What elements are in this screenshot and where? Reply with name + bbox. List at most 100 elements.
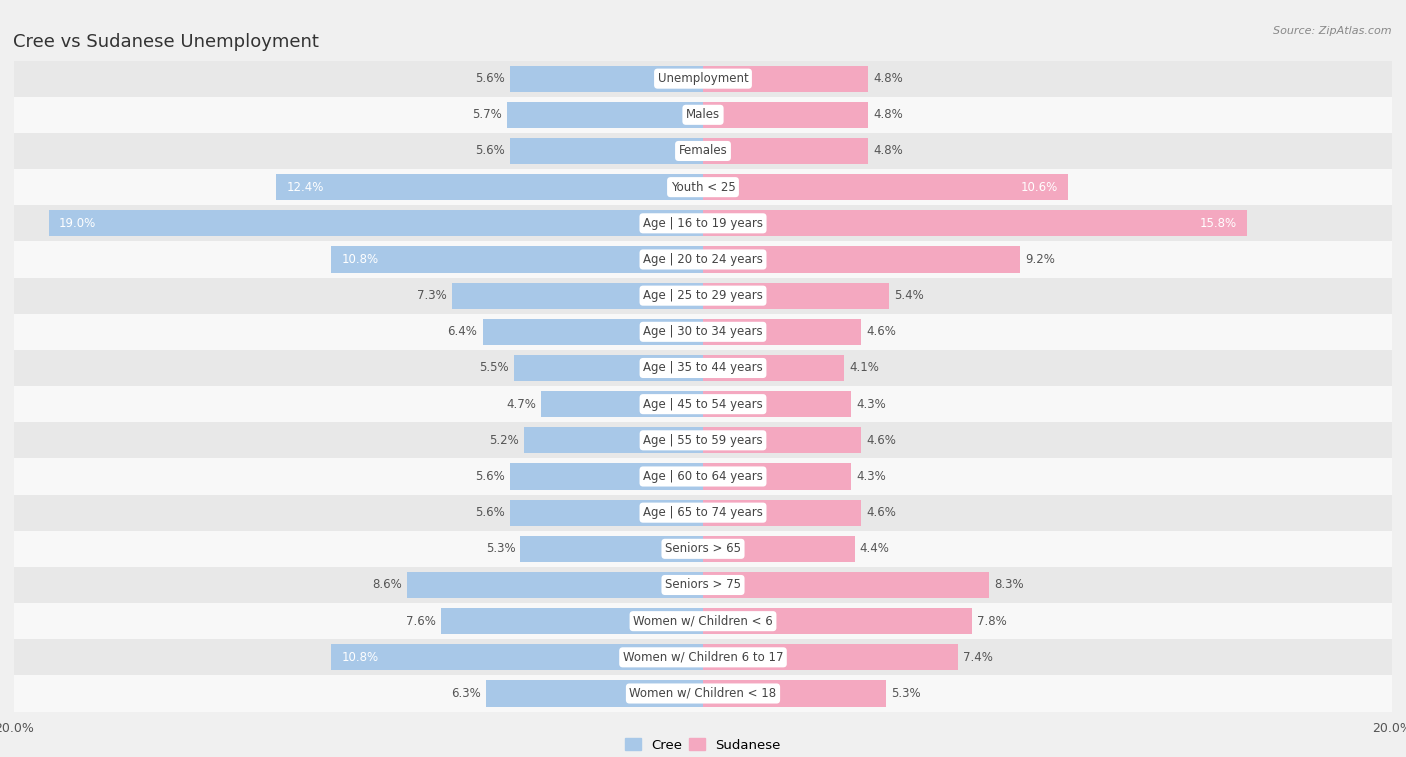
Text: 6.3%: 6.3% [451, 687, 481, 700]
Bar [703, 138, 869, 164]
Bar [48, 210, 703, 236]
Bar [330, 247, 703, 273]
Text: 10.6%: 10.6% [1021, 181, 1057, 194]
Text: 6.4%: 6.4% [447, 326, 478, 338]
Text: Seniors > 75: Seniors > 75 [665, 578, 741, 591]
Bar [14, 675, 1392, 712]
Bar [14, 313, 1392, 350]
Bar [451, 282, 703, 309]
Bar [703, 463, 851, 490]
Bar [14, 603, 1392, 639]
Text: Females: Females [679, 145, 727, 157]
Text: 5.6%: 5.6% [475, 145, 505, 157]
Text: 9.2%: 9.2% [1025, 253, 1054, 266]
Bar [276, 174, 703, 200]
Text: 19.0%: 19.0% [59, 217, 96, 230]
Text: Age | 45 to 54 years: Age | 45 to 54 years [643, 397, 763, 410]
Bar [703, 572, 988, 598]
Bar [506, 101, 703, 128]
Text: 7.8%: 7.8% [977, 615, 1007, 628]
Bar [703, 101, 869, 128]
Bar [14, 97, 1392, 133]
Bar [14, 61, 1392, 97]
Text: 4.3%: 4.3% [856, 470, 886, 483]
Bar [703, 427, 862, 453]
Text: Age | 25 to 29 years: Age | 25 to 29 years [643, 289, 763, 302]
Text: 5.5%: 5.5% [479, 362, 509, 375]
Bar [14, 169, 1392, 205]
Text: 5.6%: 5.6% [475, 72, 505, 85]
Bar [14, 386, 1392, 422]
Text: 7.4%: 7.4% [963, 651, 993, 664]
Bar [14, 459, 1392, 494]
Bar [524, 427, 703, 453]
Text: 10.8%: 10.8% [342, 253, 378, 266]
Bar [703, 355, 844, 381]
Text: 5.4%: 5.4% [894, 289, 924, 302]
Text: 7.3%: 7.3% [416, 289, 446, 302]
Text: Women w/ Children < 6: Women w/ Children < 6 [633, 615, 773, 628]
Text: 4.1%: 4.1% [849, 362, 879, 375]
Bar [703, 608, 972, 634]
Text: 7.6%: 7.6% [406, 615, 436, 628]
Bar [520, 536, 703, 562]
Bar [703, 282, 889, 309]
Text: 4.6%: 4.6% [866, 326, 897, 338]
Bar [14, 241, 1392, 278]
Text: Age | 16 to 19 years: Age | 16 to 19 years [643, 217, 763, 230]
Text: 4.8%: 4.8% [873, 108, 903, 121]
Bar [510, 463, 703, 490]
Bar [703, 66, 869, 92]
Bar [14, 278, 1392, 313]
Text: Cree vs Sudanese Unemployment: Cree vs Sudanese Unemployment [13, 33, 319, 51]
Bar [14, 350, 1392, 386]
Bar [14, 422, 1392, 459]
Text: Youth < 25: Youth < 25 [671, 181, 735, 194]
Text: 5.7%: 5.7% [472, 108, 502, 121]
Bar [703, 319, 862, 345]
Text: 4.8%: 4.8% [873, 145, 903, 157]
Text: 5.6%: 5.6% [475, 470, 505, 483]
Text: Women w/ Children 6 to 17: Women w/ Children 6 to 17 [623, 651, 783, 664]
Bar [14, 639, 1392, 675]
Bar [703, 391, 851, 417]
Text: Age | 65 to 74 years: Age | 65 to 74 years [643, 506, 763, 519]
Text: Source: ZipAtlas.com: Source: ZipAtlas.com [1274, 26, 1392, 36]
Bar [330, 644, 703, 671]
Text: 8.3%: 8.3% [994, 578, 1024, 591]
Text: 12.4%: 12.4% [287, 181, 323, 194]
Bar [703, 210, 1247, 236]
Text: 4.3%: 4.3% [856, 397, 886, 410]
Bar [14, 133, 1392, 169]
Bar [510, 138, 703, 164]
Bar [441, 608, 703, 634]
Bar [482, 319, 703, 345]
Text: 4.4%: 4.4% [859, 542, 890, 556]
Bar [513, 355, 703, 381]
Bar [510, 500, 703, 525]
Text: Unemployment: Unemployment [658, 72, 748, 85]
Text: 5.3%: 5.3% [891, 687, 921, 700]
Bar [541, 391, 703, 417]
Bar [703, 536, 855, 562]
Bar [510, 66, 703, 92]
Text: 8.6%: 8.6% [371, 578, 402, 591]
Bar [406, 572, 703, 598]
Text: 5.3%: 5.3% [485, 542, 515, 556]
Text: Age | 55 to 59 years: Age | 55 to 59 years [643, 434, 763, 447]
Text: Seniors > 65: Seniors > 65 [665, 542, 741, 556]
Bar [703, 500, 862, 525]
Text: 4.6%: 4.6% [866, 506, 897, 519]
Bar [14, 494, 1392, 531]
Text: Women w/ Children < 18: Women w/ Children < 18 [630, 687, 776, 700]
Text: 4.6%: 4.6% [866, 434, 897, 447]
Text: 4.8%: 4.8% [873, 72, 903, 85]
Text: Age | 20 to 24 years: Age | 20 to 24 years [643, 253, 763, 266]
Bar [486, 681, 703, 706]
Bar [703, 681, 886, 706]
Text: 5.2%: 5.2% [489, 434, 519, 447]
Bar [703, 174, 1069, 200]
Text: Males: Males [686, 108, 720, 121]
Bar [14, 205, 1392, 241]
Bar [14, 567, 1392, 603]
